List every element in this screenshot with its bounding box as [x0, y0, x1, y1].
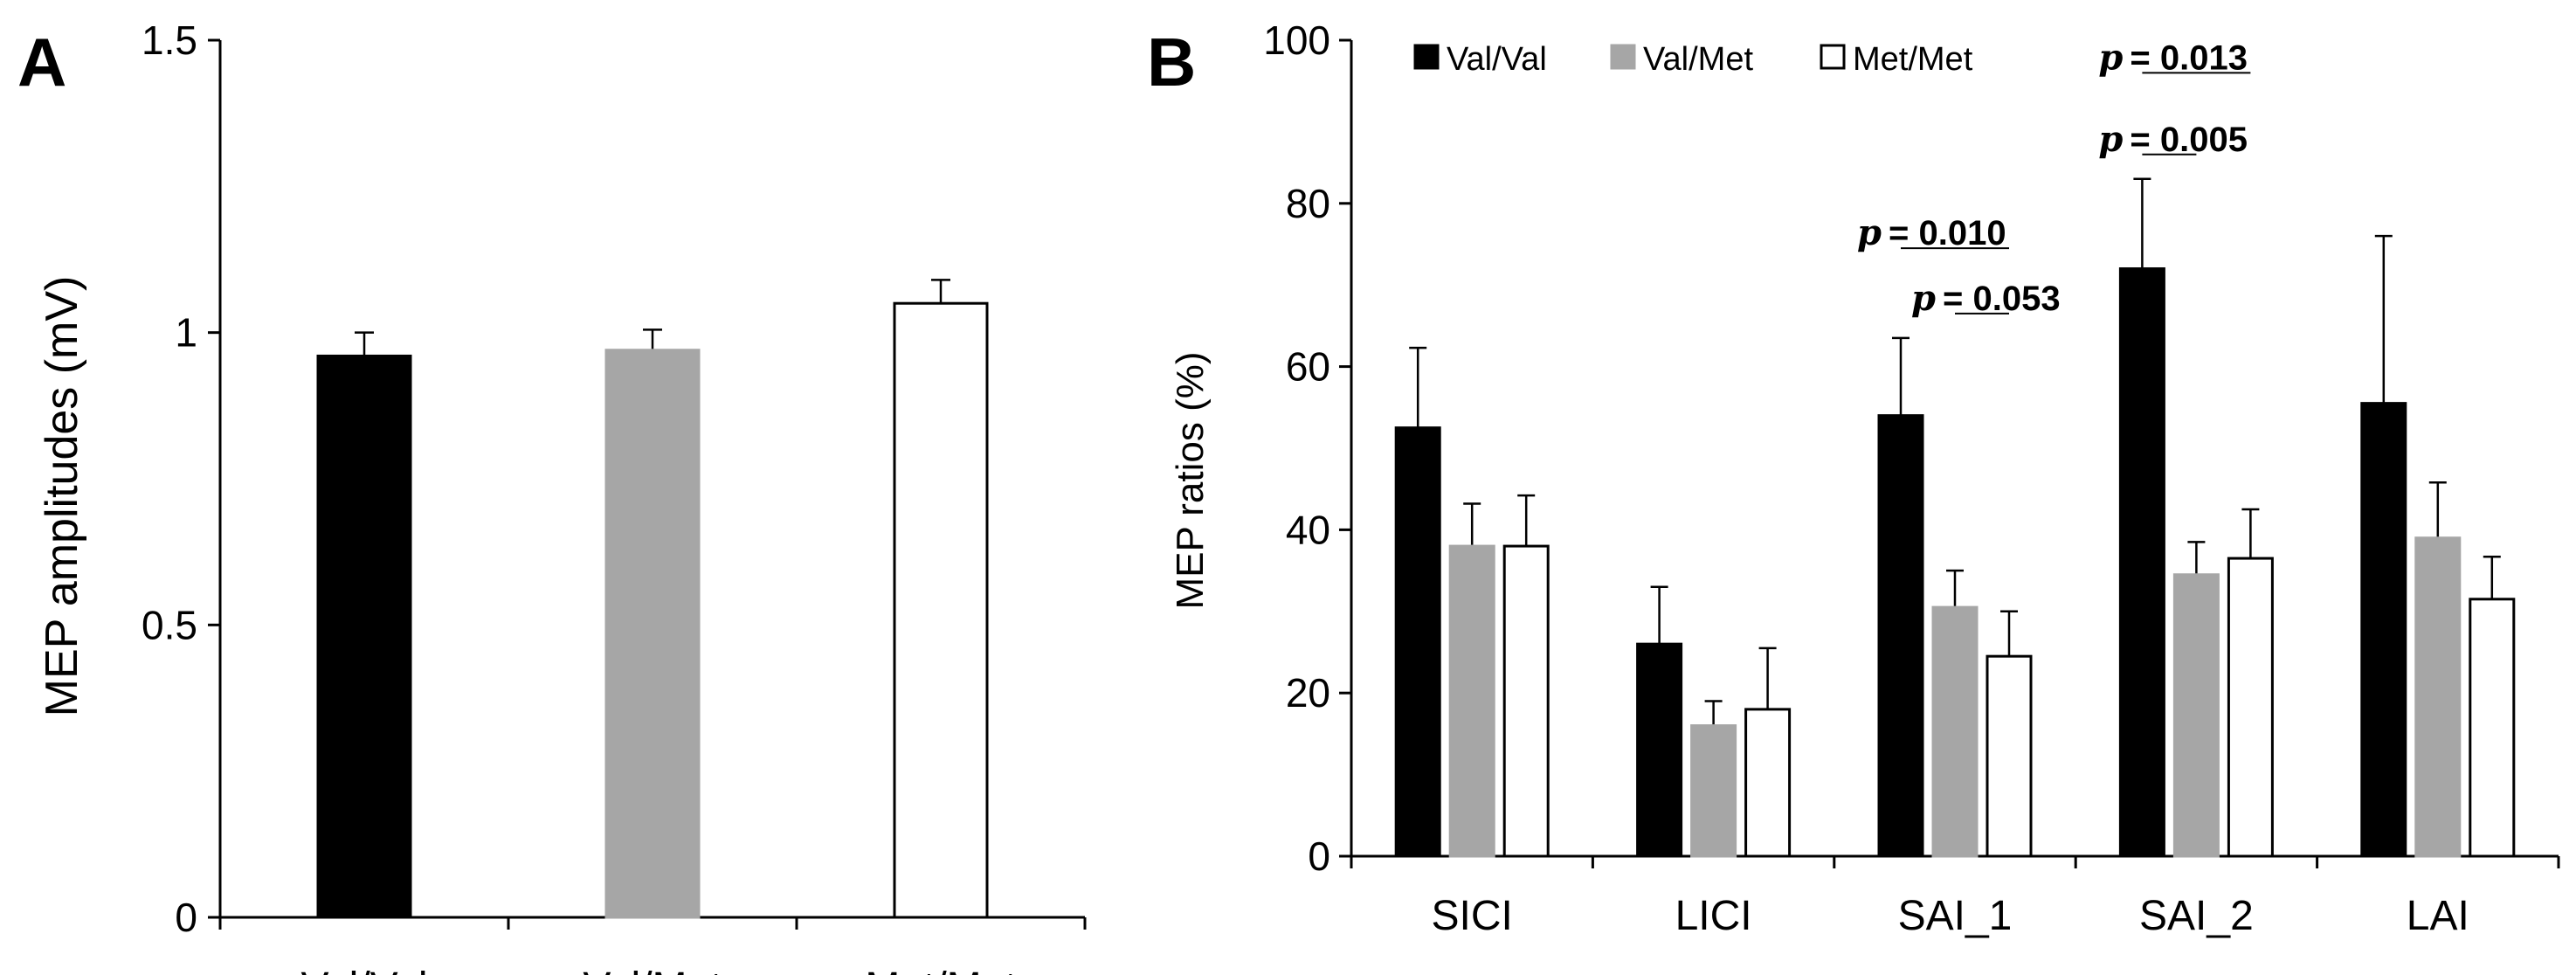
significance-label: = 0.013: [2130, 38, 2248, 77]
panel-b-y-tick-label: 0: [1308, 833, 1330, 879]
bar-lici-val-met: [1690, 724, 1737, 858]
bar-sai-2-val-met: [2172, 573, 2220, 858]
significance-p-symbol: p: [2098, 37, 2123, 78]
bar-val-met: [604, 349, 701, 919]
panel-b-y-axis-title: MEP ratios (%): [1169, 351, 1212, 609]
panel-b-label: B: [1147, 24, 1196, 100]
bar-sici-val-val: [1394, 426, 1441, 858]
panel-b-category-label: LICI: [1675, 893, 1752, 939]
panel-b-category-label: SAI_1: [1898, 893, 2013, 939]
panel-a-y-axis-title: MEP amplitudes (mV): [37, 276, 87, 717]
bar-val-val: [316, 354, 412, 919]
panel-b: B MEP ratios (%) 0 20 40 60 80 100 SICI LICI SA…: [1147, 17, 2560, 939]
panel-a-y-tick-label: 0: [175, 895, 197, 940]
significance-p-symbol: p: [2098, 119, 2123, 160]
bar-lici-val-val: [1636, 642, 1683, 858]
panel-a-category-labels: Val/Val Val/Met Met/Met: [218, 917, 1087, 975]
panel-a-category-label: Val/Val: [301, 965, 428, 975]
panel-b-y-tick-label: 80: [1286, 181, 1330, 226]
panel-a-ticks: 0 0.5 1 1.5: [142, 17, 220, 940]
legend-swatch-val-met: [1610, 44, 1636, 70]
bar-sici-met-met: [1502, 544, 1550, 858]
significance-p-symbol: p: [1911, 278, 1936, 319]
bar-sici-val-met: [1448, 544, 1495, 858]
bar-lici-met-met: [1744, 708, 1792, 858]
panel-b-category-label: LAI: [2407, 893, 2469, 939]
significance-label: = 0.005: [2130, 121, 2248, 159]
bar-lai-val-met: [2414, 536, 2462, 858]
panel-b-category-label: SAI_2: [2139, 893, 2254, 939]
panel-b-bars: [1394, 177, 2516, 858]
bar-lai-met-met: [2469, 598, 2516, 858]
significance-label: = 0.053: [1943, 280, 2061, 318]
legend-label-val-val: Val/Val: [1447, 41, 1547, 78]
panel-b-y-tick-label: 20: [1286, 670, 1330, 716]
panel-b-y-tick-label: 100: [1263, 17, 1330, 63]
panel-b-y-tick-label: 60: [1286, 344, 1330, 390]
legend-swatch-val-val: [1413, 44, 1440, 70]
panel-a-category-label: Met/Met: [865, 965, 1016, 975]
legend-label-val-met: Val/Met: [1643, 41, 1753, 78]
bar-lai-val-val: [2360, 402, 2407, 858]
panel-a-y-tick-label: 1: [175, 310, 197, 356]
panel-b-y-tick-label: 40: [1286, 507, 1330, 552]
panel-a-y-tick-label: 1.5: [142, 17, 197, 63]
panel-b-category-labels: SICI LICI SAI_1 SAI_2 LAI: [1350, 856, 2560, 939]
bar-sai-2-met-met: [2227, 557, 2274, 858]
panel-a-bars: [316, 279, 989, 919]
panel-b-legend: Val/Val Val/Met Met/Met: [1413, 41, 1973, 78]
panel-a-label: A: [17, 24, 66, 100]
bar-met-met: [893, 301, 989, 919]
significance-p-symbol: p: [1857, 212, 1882, 253]
panel-a: A MEP amplitudes (mV) 00.511.5 Val/ValVa…: [17, 17, 1087, 975]
bar-sai-1-val-met: [1931, 605, 1979, 858]
panel-b-ticks: 0 20 40 60 80 100: [1263, 17, 1351, 879]
panel-b-category-label: SICI: [1432, 893, 1513, 939]
panel-a-category-label: Val/Met: [583, 965, 722, 975]
bar-sai-1-met-met: [1986, 654, 2033, 858]
legend-swatch-met-met: [1820, 44, 1846, 70]
bar-sai-1-val-val: [1877, 414, 1924, 858]
significance-label: = 0.010: [1889, 214, 2006, 252]
panel-a-y-tick-label: 0.5: [142, 602, 197, 647]
legend-label-met-met: Met/Met: [1853, 41, 1973, 78]
bar-sai-2-val-val: [2118, 267, 2165, 858]
